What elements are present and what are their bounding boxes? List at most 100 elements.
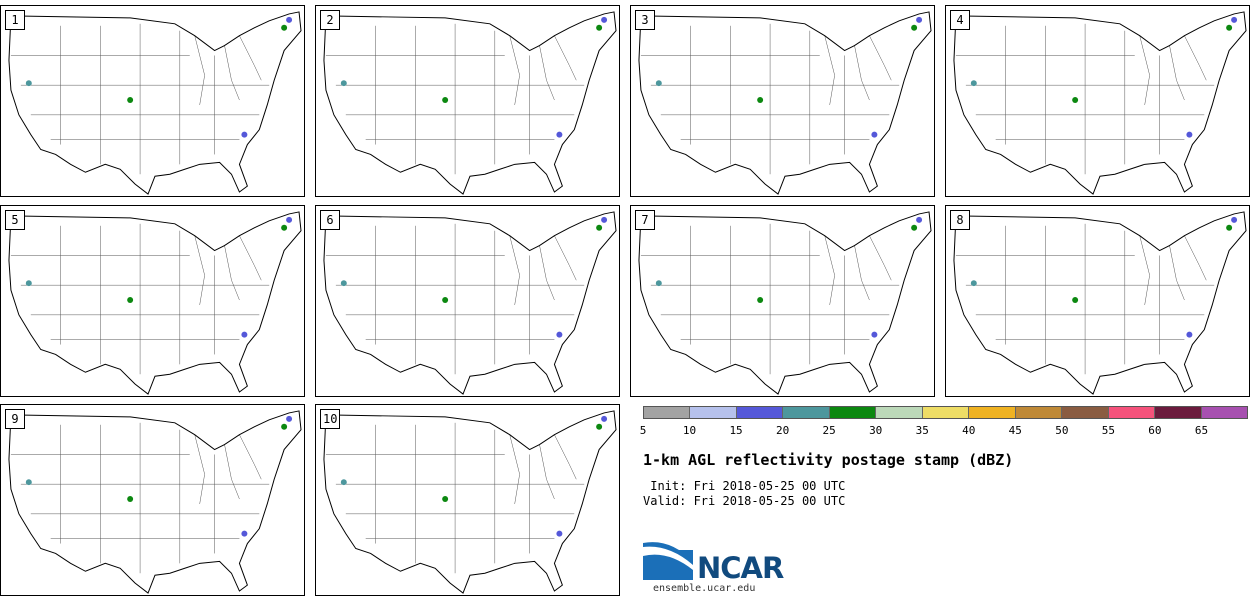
reflectivity-echo: [442, 97, 449, 103]
map-panel: 6: [315, 205, 620, 397]
colorbar-tick-label: 40: [962, 424, 976, 437]
state-boundary: [539, 245, 555, 301]
reflectivity-echo: [655, 80, 662, 87]
conus-map: [8, 410, 302, 594]
colorbar-tick-label: 50: [1055, 424, 1069, 437]
colorbar-tick-label: 10: [682, 424, 697, 437]
reflectivity-echo: [25, 80, 32, 87]
state-boundary: [509, 434, 520, 504]
colorbar-ticks: 5 10 15 20 25 30 35 40 45 50 55 60 65: [639, 424, 1248, 438]
panel-number: 2: [320, 10, 340, 30]
reflectivity-echo: [596, 24, 603, 31]
colorbar-tick-label: 55: [1101, 424, 1115, 437]
state-boundary: [539, 444, 555, 500]
colorbar-tick-label: 20: [775, 424, 790, 437]
coastline: [323, 211, 617, 395]
state-boundary: [824, 35, 835, 105]
reflectivity-echo: [916, 216, 923, 223]
init-time: Init: Fri 2018-05-25 00 UTC: [643, 479, 846, 493]
colorbar-segment: [922, 407, 970, 418]
state-boundary: [224, 444, 240, 500]
map-panel: 7: [630, 205, 935, 397]
coastline: [8, 410, 302, 594]
coastline: [323, 410, 617, 594]
reflectivity-echo: [340, 280, 347, 287]
reflectivity-echo: [281, 24, 288, 31]
state-boundary: [824, 235, 835, 305]
plot-title: 1-km AGL reflectivity postage stamp (dBZ…: [643, 451, 1014, 469]
state-boundary: [194, 35, 205, 105]
reflectivity-echo: [911, 24, 918, 31]
conus-map: [8, 11, 302, 195]
state-boundary: [1184, 235, 1207, 281]
state-boundary: [194, 235, 205, 305]
state-boundary: [1169, 245, 1185, 301]
panel-number: 5: [5, 210, 25, 230]
colorbar-segment: [644, 407, 691, 418]
coastline: [8, 211, 302, 395]
reflectivity-echo: [127, 496, 134, 502]
map-panel: 2: [315, 5, 620, 197]
reflectivity-echo: [757, 97, 764, 103]
reflectivity-echo: [1186, 131, 1193, 138]
reflectivity-echo: [286, 216, 293, 223]
map-panel: 3: [630, 5, 935, 197]
conus-map: [638, 211, 932, 395]
state-boundary: [224, 45, 240, 101]
colorbar-tick-label: 60: [1148, 424, 1162, 437]
state-boundary: [1169, 45, 1185, 101]
reflectivity-echo: [25, 280, 32, 287]
colorbar-segment: [1108, 407, 1156, 418]
coastline: [953, 211, 1247, 395]
reflectivity-echo: [1226, 224, 1233, 231]
time-info: Init: Fri 2018-05-25 00 UTC Valid: Fri 2…: [643, 479, 845, 509]
reflectivity-echo: [757, 297, 764, 303]
reflectivity-echo: [1072, 297, 1079, 303]
panel-number: 9: [5, 409, 25, 429]
reflectivity-echo: [556, 530, 563, 537]
map-panel: 8: [945, 205, 1250, 397]
reflectivity-echo: [601, 216, 608, 223]
state-boundary: [224, 245, 240, 301]
reflectivity-echo: [340, 479, 347, 486]
colorbar-tick-label: 25: [822, 424, 836, 437]
state-boundary: [509, 235, 520, 305]
state-boundary: [239, 35, 262, 81]
conus-map: [8, 211, 302, 395]
reflectivity-echo: [556, 331, 563, 338]
colorbar-segment: [736, 407, 784, 418]
state-boundary: [539, 45, 555, 101]
reflectivity-echo: [970, 80, 977, 87]
colorbar-segment: [783, 407, 830, 418]
state-boundary: [554, 35, 577, 81]
panel-number: 1: [5, 10, 25, 30]
coastline: [323, 11, 617, 195]
panel-number: 8: [950, 210, 970, 230]
reflectivity-echo: [340, 80, 347, 87]
reflectivity-colorbar: [643, 406, 1248, 419]
conus-map: [323, 11, 617, 195]
colorbar-tick-label: 5: [639, 424, 647, 437]
reflectivity-echo: [655, 280, 662, 287]
reflectivity-echo: [442, 297, 449, 303]
state-boundary: [1184, 35, 1207, 81]
state-boundary: [869, 35, 892, 81]
map-panel: 5: [0, 205, 305, 397]
reflectivity-echo: [556, 131, 563, 138]
colorbar-segment: [829, 407, 877, 418]
colorbar-tick-label: 65: [1194, 424, 1209, 437]
reflectivity-echo: [1231, 16, 1238, 23]
reflectivity-echo: [596, 224, 603, 231]
state-boundary: [239, 235, 262, 281]
reflectivity-echo: [281, 224, 288, 231]
state-boundary: [854, 45, 870, 101]
panel-number: 7: [635, 210, 655, 230]
colorbar-segment: [1062, 407, 1109, 418]
reflectivity-echo: [127, 297, 134, 303]
colorbar-segment: [1155, 407, 1202, 418]
coastline: [638, 11, 932, 195]
valid-time: Valid: Fri 2018-05-25 00 UTC: [643, 494, 846, 508]
reflectivity-echo: [911, 224, 918, 231]
reflectivity-echo: [970, 280, 977, 287]
colorbar-segment: [690, 407, 737, 418]
